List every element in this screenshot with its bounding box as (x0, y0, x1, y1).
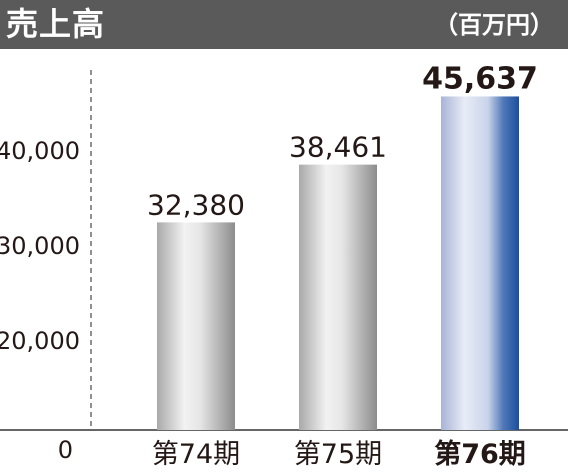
chart-header: 売上高 （百万円） (0, 0, 568, 49)
chart-title: 売上高 (6, 5, 106, 43)
x-category-label: 第76期 (434, 438, 526, 470)
x-category-label: 第74期 (152, 439, 240, 470)
bar-value-label: 45,637 (422, 61, 538, 96)
bar-第75期 (299, 164, 377, 431)
bar-第76期 (441, 96, 519, 431)
y-tick-label: 30,000 (0, 232, 80, 260)
chart-labels: 32,380 第74期 38,461 第75期 45,637 第76期 (147, 61, 538, 470)
chart-axes: 0 20,000 30,000 40,000 (0, 70, 568, 464)
y-tick-label: 0 (58, 436, 73, 464)
x-category-label: 第75期 (294, 439, 382, 470)
bar-第74期 (157, 222, 235, 430)
bar-value-label: 38,461 (289, 131, 387, 164)
chart-bars (157, 96, 519, 431)
y-tick-label: 40,000 (0, 137, 80, 165)
y-tick-label: 20,000 (0, 327, 80, 355)
bar-value-label: 32,380 (147, 188, 245, 221)
chart-unit: （百万円） (434, 11, 554, 39)
